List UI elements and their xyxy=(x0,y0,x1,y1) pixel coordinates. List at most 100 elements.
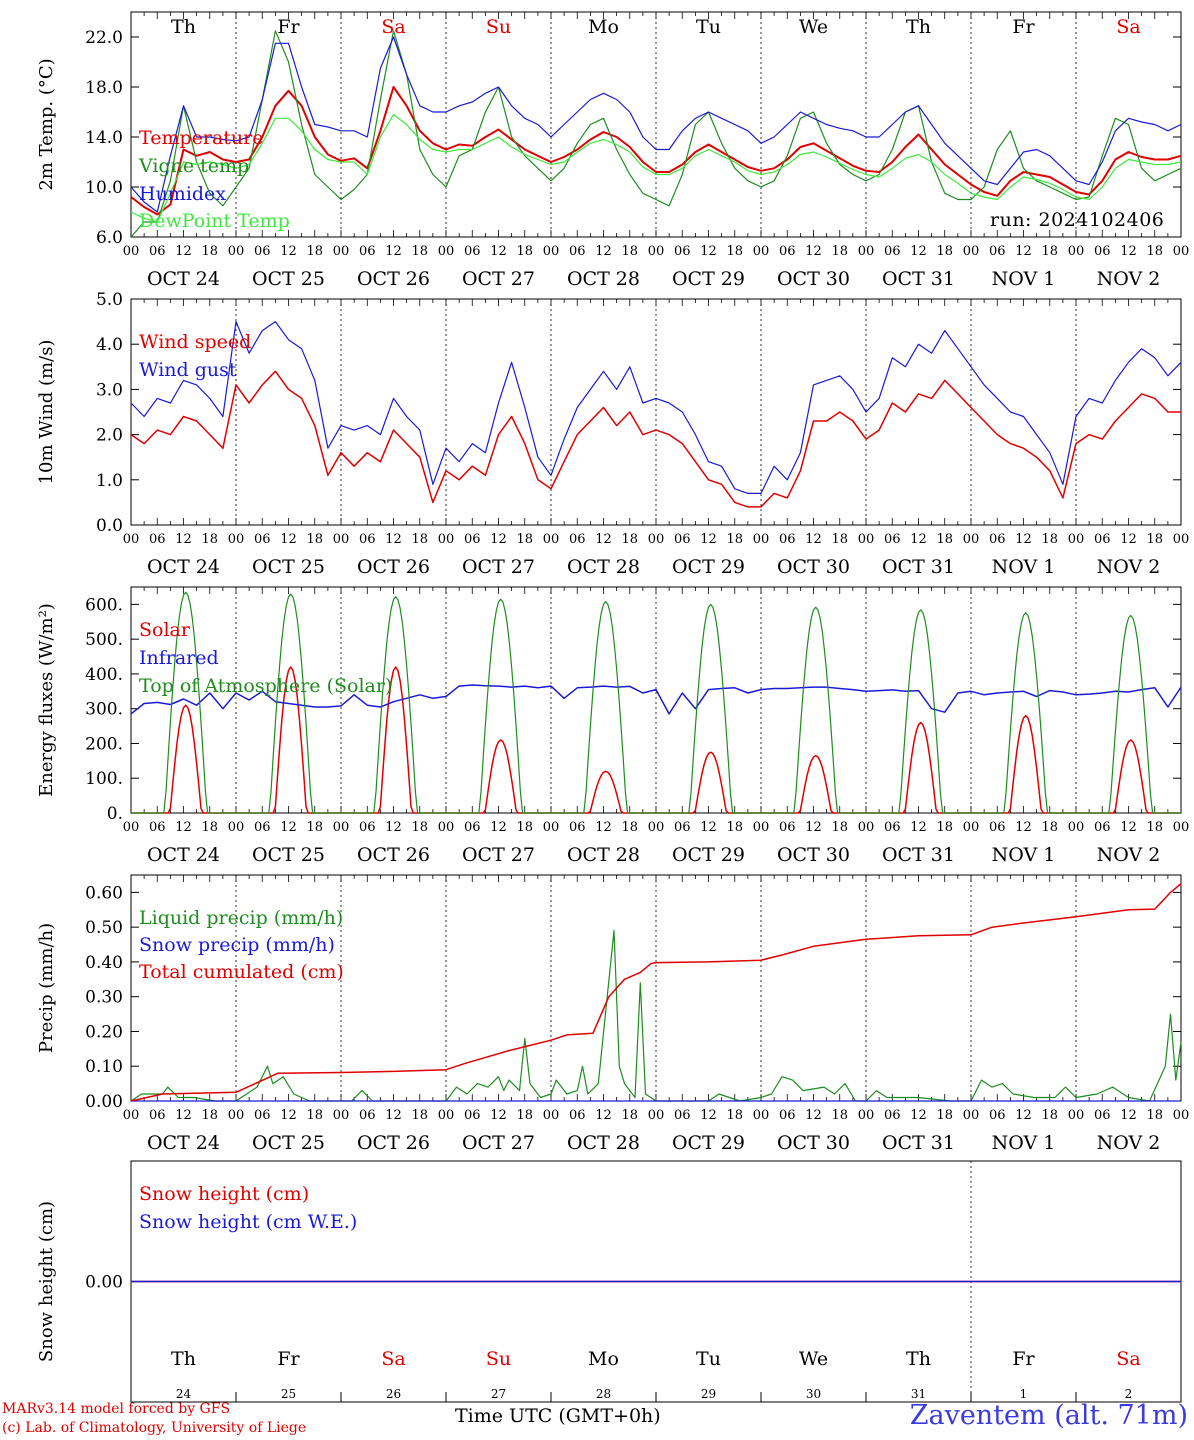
legend-entry: Top of Atmosphere (Solar) xyxy=(139,675,392,697)
y-tick-label: 0. xyxy=(107,804,123,824)
series-line-top-of-atmosphere-solar- xyxy=(131,591,1181,814)
legend-entry: Wind gust xyxy=(139,359,237,381)
hour-tick-label: 18 xyxy=(1041,1108,1058,1123)
hour-tick-label: 18 xyxy=(201,1108,218,1123)
legend-entry: Infrared xyxy=(139,647,219,669)
hour-tick-label: 00 xyxy=(123,1108,140,1123)
hour-tick-label: 00 xyxy=(1068,1108,1085,1123)
y-tick-label: 0.10 xyxy=(85,1057,123,1077)
series-line-wind-speed xyxy=(130,370,1181,508)
y-tick-label: 6.0 xyxy=(96,228,123,248)
hour-tick-label: 18 xyxy=(831,820,848,835)
hour-tick-label: 12 xyxy=(175,532,192,547)
hour-tick-label: 00 xyxy=(858,532,875,547)
hour-tick-label: 12 xyxy=(385,820,402,835)
date-label: NOV 2 xyxy=(1097,556,1161,578)
hour-tick-label: 18 xyxy=(831,244,848,259)
hour-tick-label: 06 xyxy=(569,1108,586,1123)
hour-tick-label: 06 xyxy=(569,820,586,835)
y-tick-label: 22.0 xyxy=(85,28,123,48)
hour-tick-label: 18 xyxy=(936,1108,953,1123)
panel-2 xyxy=(130,298,1182,526)
weekday-label: Sa xyxy=(1116,1348,1140,1370)
legend-entry: Snow precip (mm/h) xyxy=(139,934,335,956)
hour-tick-label: 18 xyxy=(1041,820,1058,835)
weekday-label: We xyxy=(799,16,828,38)
hour-tick-label: 06 xyxy=(674,532,691,547)
hour-tick-label: 18 xyxy=(306,532,323,547)
y-tick-label: 0.30 xyxy=(85,988,123,1008)
y-tick-label: 2.0 xyxy=(96,426,123,446)
y-tick-label: 0.40 xyxy=(85,953,123,973)
hour-tick-label: 18 xyxy=(1146,532,1163,547)
weekday-label: Sa xyxy=(381,1348,405,1370)
hour-tick-label: 06 xyxy=(1094,244,1111,259)
date-label: NOV 1 xyxy=(992,556,1056,578)
hour-tick-label: 12 xyxy=(910,532,927,547)
weekday-label: Fr xyxy=(277,16,300,38)
date-label: OCT 24 xyxy=(147,844,220,866)
panel-3 xyxy=(130,586,1182,814)
hour-tick-label: 18 xyxy=(516,820,533,835)
hour-tick-label: 18 xyxy=(1041,532,1058,547)
date-label: OCT 27 xyxy=(462,556,535,578)
legend-entry: Total cumulated (cm) xyxy=(139,961,344,983)
hour-tick-label: 06 xyxy=(884,532,901,547)
date-label: OCT 24 xyxy=(147,556,220,578)
hour-tick-label: 00 xyxy=(1173,820,1190,835)
hour-tick-label: 12 xyxy=(280,820,297,835)
hour-tick-label: 00 xyxy=(1173,244,1190,259)
hour-tick-label: 12 xyxy=(805,820,822,835)
hour-tick-label: 12 xyxy=(805,244,822,259)
hour-tick-label: 06 xyxy=(674,820,691,835)
hour-tick-label: 06 xyxy=(1094,820,1111,835)
hour-tick-label: 18 xyxy=(201,244,218,259)
y-tick-label: 14.0 xyxy=(85,128,123,148)
hour-tick-label: 12 xyxy=(1120,532,1137,547)
date-label: OCT 26 xyxy=(357,1132,430,1154)
hour-tick-label: 00 xyxy=(648,1108,665,1123)
hour-tick-label: 06 xyxy=(254,244,271,259)
panel-4 xyxy=(130,874,1182,1102)
date-label: NOV 1 xyxy=(992,844,1056,866)
panel-5 xyxy=(130,1160,1182,1403)
hour-tick-label: 00 xyxy=(543,244,560,259)
hour-tick-label: 06 xyxy=(254,820,271,835)
hour-tick-label: 12 xyxy=(385,244,402,259)
hour-tick-label: 18 xyxy=(726,820,743,835)
hour-tick-label: 12 xyxy=(175,1108,192,1123)
hour-tick-label: 12 xyxy=(595,532,612,547)
legend-entry: Wind speed xyxy=(139,331,251,353)
date-label: OCT 24 xyxy=(147,268,220,290)
hour-tick-label: 06 xyxy=(779,532,796,547)
hour-tick-label: 18 xyxy=(411,244,428,259)
date-label: OCT 28 xyxy=(567,1132,640,1154)
hour-tick-label: 00 xyxy=(438,1108,455,1123)
hour-tick-label: 06 xyxy=(149,820,166,835)
y-tick-label: 0.50 xyxy=(85,918,123,938)
hour-tick-label: 00 xyxy=(1173,532,1190,547)
hour-tick-label: 00 xyxy=(333,244,350,259)
hour-tick-label: 00 xyxy=(963,244,980,259)
hour-tick-label: 12 xyxy=(385,532,402,547)
weekday-label: Tu xyxy=(696,16,721,38)
y-tick-label: 200. xyxy=(85,734,123,754)
panel-1 xyxy=(130,11,1182,238)
hour-tick-label: 12 xyxy=(1120,820,1137,835)
hour-tick-label: 12 xyxy=(385,1108,402,1123)
date-label: NOV 1 xyxy=(992,268,1056,290)
weekday-label: Tu xyxy=(696,1348,721,1370)
plot-frame xyxy=(130,298,1182,526)
hour-tick-label: 12 xyxy=(910,1108,927,1123)
legend-entry: Liquid precip (mm/h) xyxy=(139,907,343,929)
hour-tick-label: 12 xyxy=(910,244,927,259)
date-label: NOV 2 xyxy=(1097,268,1161,290)
y-tick-label: 500. xyxy=(85,630,123,650)
location-label: Zaventem (alt. 71m) xyxy=(909,1400,1188,1431)
hour-tick-label: 12 xyxy=(490,244,507,259)
y-tick-label: 18.0 xyxy=(85,78,123,98)
hour-tick-label: 06 xyxy=(569,532,586,547)
hour-tick-label: 00 xyxy=(858,820,875,835)
hour-tick-label: 00 xyxy=(333,820,350,835)
